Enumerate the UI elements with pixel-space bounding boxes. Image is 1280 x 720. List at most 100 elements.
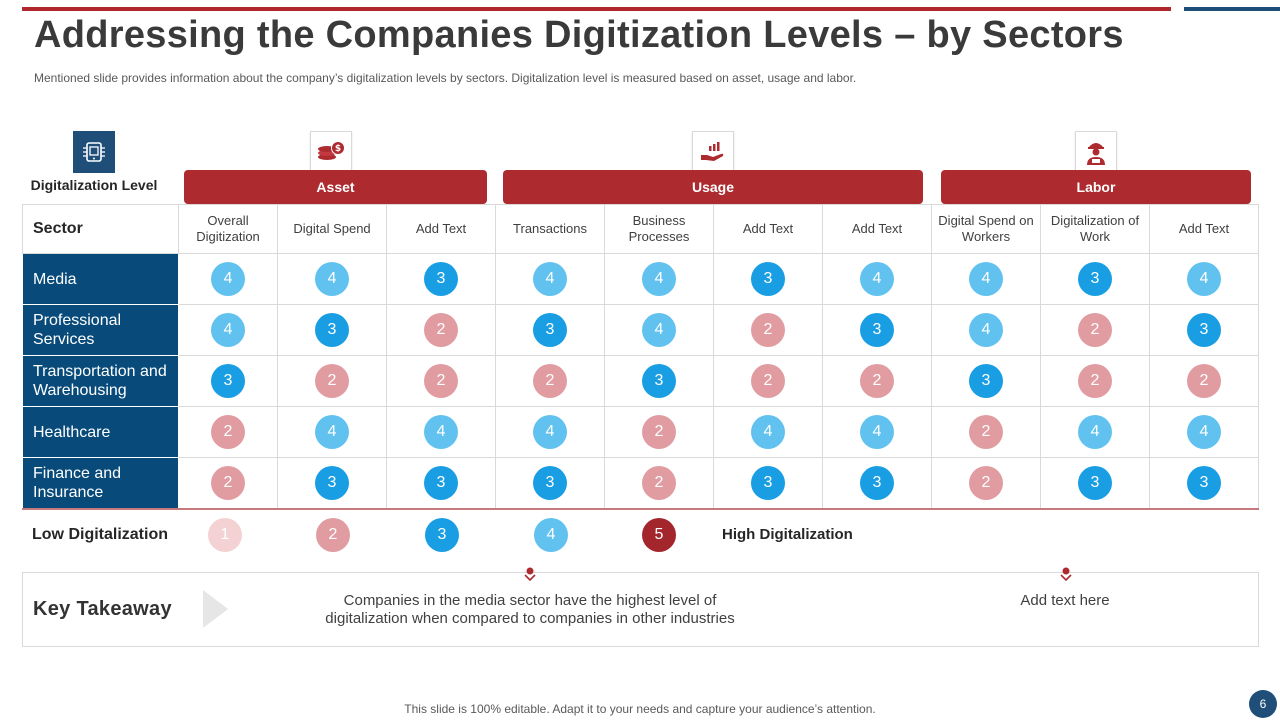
level-dot: 2 — [1078, 364, 1112, 398]
level-dot: 2 — [424, 313, 458, 347]
level-cell: 2 — [713, 304, 823, 356]
level-cell: 2 — [713, 355, 823, 407]
level-dot: 4 — [969, 262, 1003, 296]
marker-pin-icon — [524, 567, 536, 581]
page-number-badge: 6 — [1249, 690, 1277, 718]
level-cell: 2 — [178, 457, 278, 510]
table-header-row: Sector Overall Digitization Digital Spend… — [22, 204, 1259, 254]
level-dot: 4 — [211, 262, 245, 296]
level-dot: 4 — [1078, 415, 1112, 449]
level-dot: 3 — [751, 465, 785, 500]
level-cell: 4 — [822, 406, 932, 458]
level-dot: 3 — [860, 465, 894, 500]
hand-chart-icon — [692, 131, 734, 173]
svg-text:$: $ — [335, 144, 341, 154]
level-dot: 2 — [969, 465, 1003, 500]
level-dot: 3 — [533, 465, 567, 500]
column-header: Business Processes — [604, 204, 714, 254]
legend-level-dot: 1 — [208, 518, 242, 552]
level-dot: 4 — [751, 415, 785, 449]
level-dot: 4 — [315, 262, 349, 296]
level-dot: 2 — [751, 364, 785, 398]
worker-icon — [1075, 131, 1117, 173]
level-cell: 4 — [1149, 253, 1259, 305]
level-dot: 3 — [1078, 465, 1112, 500]
level-dot: 3 — [315, 313, 349, 347]
top-accent-bar-blue — [1184, 7, 1280, 11]
chevron-right-icon — [203, 590, 228, 628]
level-dot: 3 — [533, 313, 567, 347]
level-cell: 3 — [713, 253, 823, 305]
level-cell: 3 — [277, 457, 387, 510]
level-cell: 2 — [1040, 304, 1150, 356]
level-cell: 3 — [822, 304, 932, 356]
level-cell: 3 — [1149, 457, 1259, 510]
level-cell: 4 — [277, 406, 387, 458]
level-dot: 2 — [751, 313, 785, 347]
level-cell: 4 — [604, 253, 714, 305]
level-dot: 4 — [1187, 415, 1221, 449]
level-cell: 4 — [931, 304, 1041, 356]
level-cell: 3 — [386, 457, 496, 510]
level-dot: 2 — [642, 465, 676, 500]
group-asset: Asset — [184, 170, 487, 204]
level-cell: 4 — [1040, 406, 1150, 458]
legend-level-dot: 2 — [316, 518, 350, 552]
level-dot: 4 — [533, 262, 567, 296]
level-dot: 4 — [642, 313, 676, 347]
group-labor: Labor — [941, 170, 1251, 204]
page-subtitle: Mentioned slide provides information abo… — [34, 71, 857, 85]
level-dot: 2 — [211, 465, 245, 500]
level-cell: 3 — [931, 355, 1041, 407]
legend-low-label: Low Digitalization — [32, 526, 168, 543]
sector-cell: Healthcare — [22, 406, 179, 458]
takeaway-label: Key Takeaway — [33, 598, 172, 620]
level-dot: 4 — [860, 415, 894, 449]
level-cell: 2 — [822, 355, 932, 407]
level-cell: 3 — [386, 253, 496, 305]
group-usage: Usage — [503, 170, 923, 204]
level-dot: 2 — [860, 364, 894, 398]
column-header: Overall Digitization — [178, 204, 278, 254]
level-cell: 4 — [495, 406, 605, 458]
sector-cell: Professional Services — [22, 304, 179, 356]
column-header: Transactions — [495, 204, 605, 254]
column-header: Add Text — [1149, 204, 1259, 254]
level-cell: 3 — [1040, 253, 1150, 305]
level-dot: 2 — [211, 415, 245, 449]
level-cell: 4 — [1149, 406, 1259, 458]
takeaway-text-secondary: Add text here — [1020, 592, 1110, 609]
level-cell: 3 — [277, 304, 387, 356]
table-row: Finance and Insurance 2 3 3 3 2 3 3 2 3 3 — [22, 457, 1259, 510]
level-cell: 2 — [277, 355, 387, 407]
digitization-table: Sector Overall Digitization Digital Spend… — [22, 204, 1259, 510]
level-dot: 2 — [969, 415, 1003, 449]
column-header: Add Text — [386, 204, 496, 254]
level-cell: 4 — [495, 253, 605, 305]
column-header: Digital Spend — [277, 204, 387, 254]
level-dot: 2 — [315, 364, 349, 398]
table-row: Healthcare 2 4 4 4 2 4 4 2 4 4 — [22, 406, 1259, 458]
legend-level-dot: 3 — [425, 518, 459, 552]
level-dot: 3 — [315, 465, 349, 500]
column-header: Digital Spend on Workers — [931, 204, 1041, 254]
level-dot: 3 — [1187, 465, 1221, 500]
level-cell: 2 — [1149, 355, 1259, 407]
level-cell: 3 — [178, 355, 278, 407]
marker-pin-icon — [1060, 567, 1072, 581]
level-dot: 3 — [211, 364, 245, 398]
digital-device-icon — [73, 131, 115, 173]
level-cell: 2 — [931, 457, 1041, 510]
level-dot: 2 — [1078, 313, 1112, 347]
level-cell: 3 — [495, 457, 605, 510]
legend-level-dot: 5 — [642, 518, 676, 552]
level-cell: 4 — [604, 304, 714, 356]
level-cell: 2 — [1040, 355, 1150, 407]
top-accent-bar-red — [22, 7, 1171, 11]
level-cell: 4 — [178, 304, 278, 356]
level-dot: 3 — [969, 364, 1003, 398]
level-cell: 4 — [713, 406, 823, 458]
table-row: Transportation and Warehousing 3 2 2 2 3 2 2 3 2 2 — [22, 355, 1259, 407]
table-row: Professional Services 4 3 2 3 4 2 3 4 2 3 — [22, 304, 1259, 356]
level-dot: 4 — [424, 415, 458, 449]
